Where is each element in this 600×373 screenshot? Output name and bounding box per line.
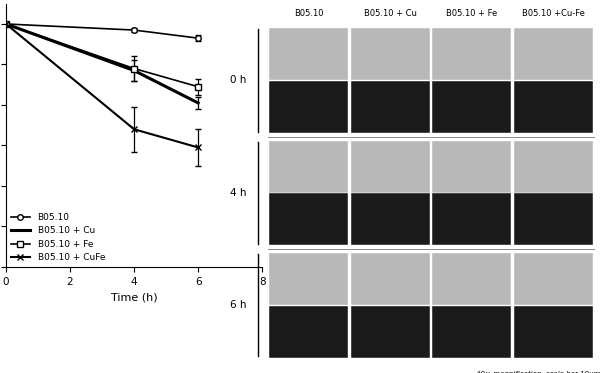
- Text: 6 h: 6 h: [230, 300, 247, 310]
- Text: 0 h: 0 h: [230, 75, 247, 85]
- FancyBboxPatch shape: [351, 253, 430, 305]
- FancyBboxPatch shape: [432, 28, 511, 80]
- FancyBboxPatch shape: [432, 141, 511, 192]
- FancyBboxPatch shape: [269, 141, 348, 192]
- Text: 4 h: 4 h: [230, 188, 247, 198]
- FancyBboxPatch shape: [351, 81, 430, 133]
- FancyBboxPatch shape: [269, 193, 348, 245]
- FancyBboxPatch shape: [514, 141, 593, 192]
- FancyBboxPatch shape: [514, 193, 593, 245]
- FancyBboxPatch shape: [269, 28, 348, 80]
- FancyBboxPatch shape: [514, 253, 593, 305]
- FancyBboxPatch shape: [351, 141, 430, 192]
- FancyBboxPatch shape: [351, 28, 430, 80]
- Text: B05.10 + Fe: B05.10 + Fe: [446, 9, 497, 18]
- FancyBboxPatch shape: [514, 28, 593, 80]
- FancyBboxPatch shape: [514, 306, 593, 358]
- Text: B05.10 +Cu-Fe: B05.10 +Cu-Fe: [522, 9, 584, 18]
- FancyBboxPatch shape: [432, 253, 511, 305]
- FancyBboxPatch shape: [269, 306, 348, 358]
- Text: B05.10: B05.10: [294, 9, 323, 18]
- FancyBboxPatch shape: [269, 253, 348, 305]
- FancyBboxPatch shape: [432, 81, 511, 133]
- FancyBboxPatch shape: [351, 193, 430, 245]
- FancyBboxPatch shape: [432, 193, 511, 245]
- FancyBboxPatch shape: [269, 81, 348, 133]
- Legend: B05.10, B05.10 + Cu, B05.10 + Fe, B05.10 + CuFe: B05.10, B05.10 + Cu, B05.10 + Fe, B05.10…: [11, 213, 105, 262]
- FancyBboxPatch shape: [514, 81, 593, 133]
- Text: B05.10 + Cu: B05.10 + Cu: [364, 9, 416, 18]
- FancyBboxPatch shape: [432, 306, 511, 358]
- Text: 40× magnification, scale bar 10μm: 40× magnification, scale bar 10μm: [476, 371, 600, 373]
- FancyBboxPatch shape: [351, 306, 430, 358]
- X-axis label: Time (h): Time (h): [111, 292, 157, 302]
